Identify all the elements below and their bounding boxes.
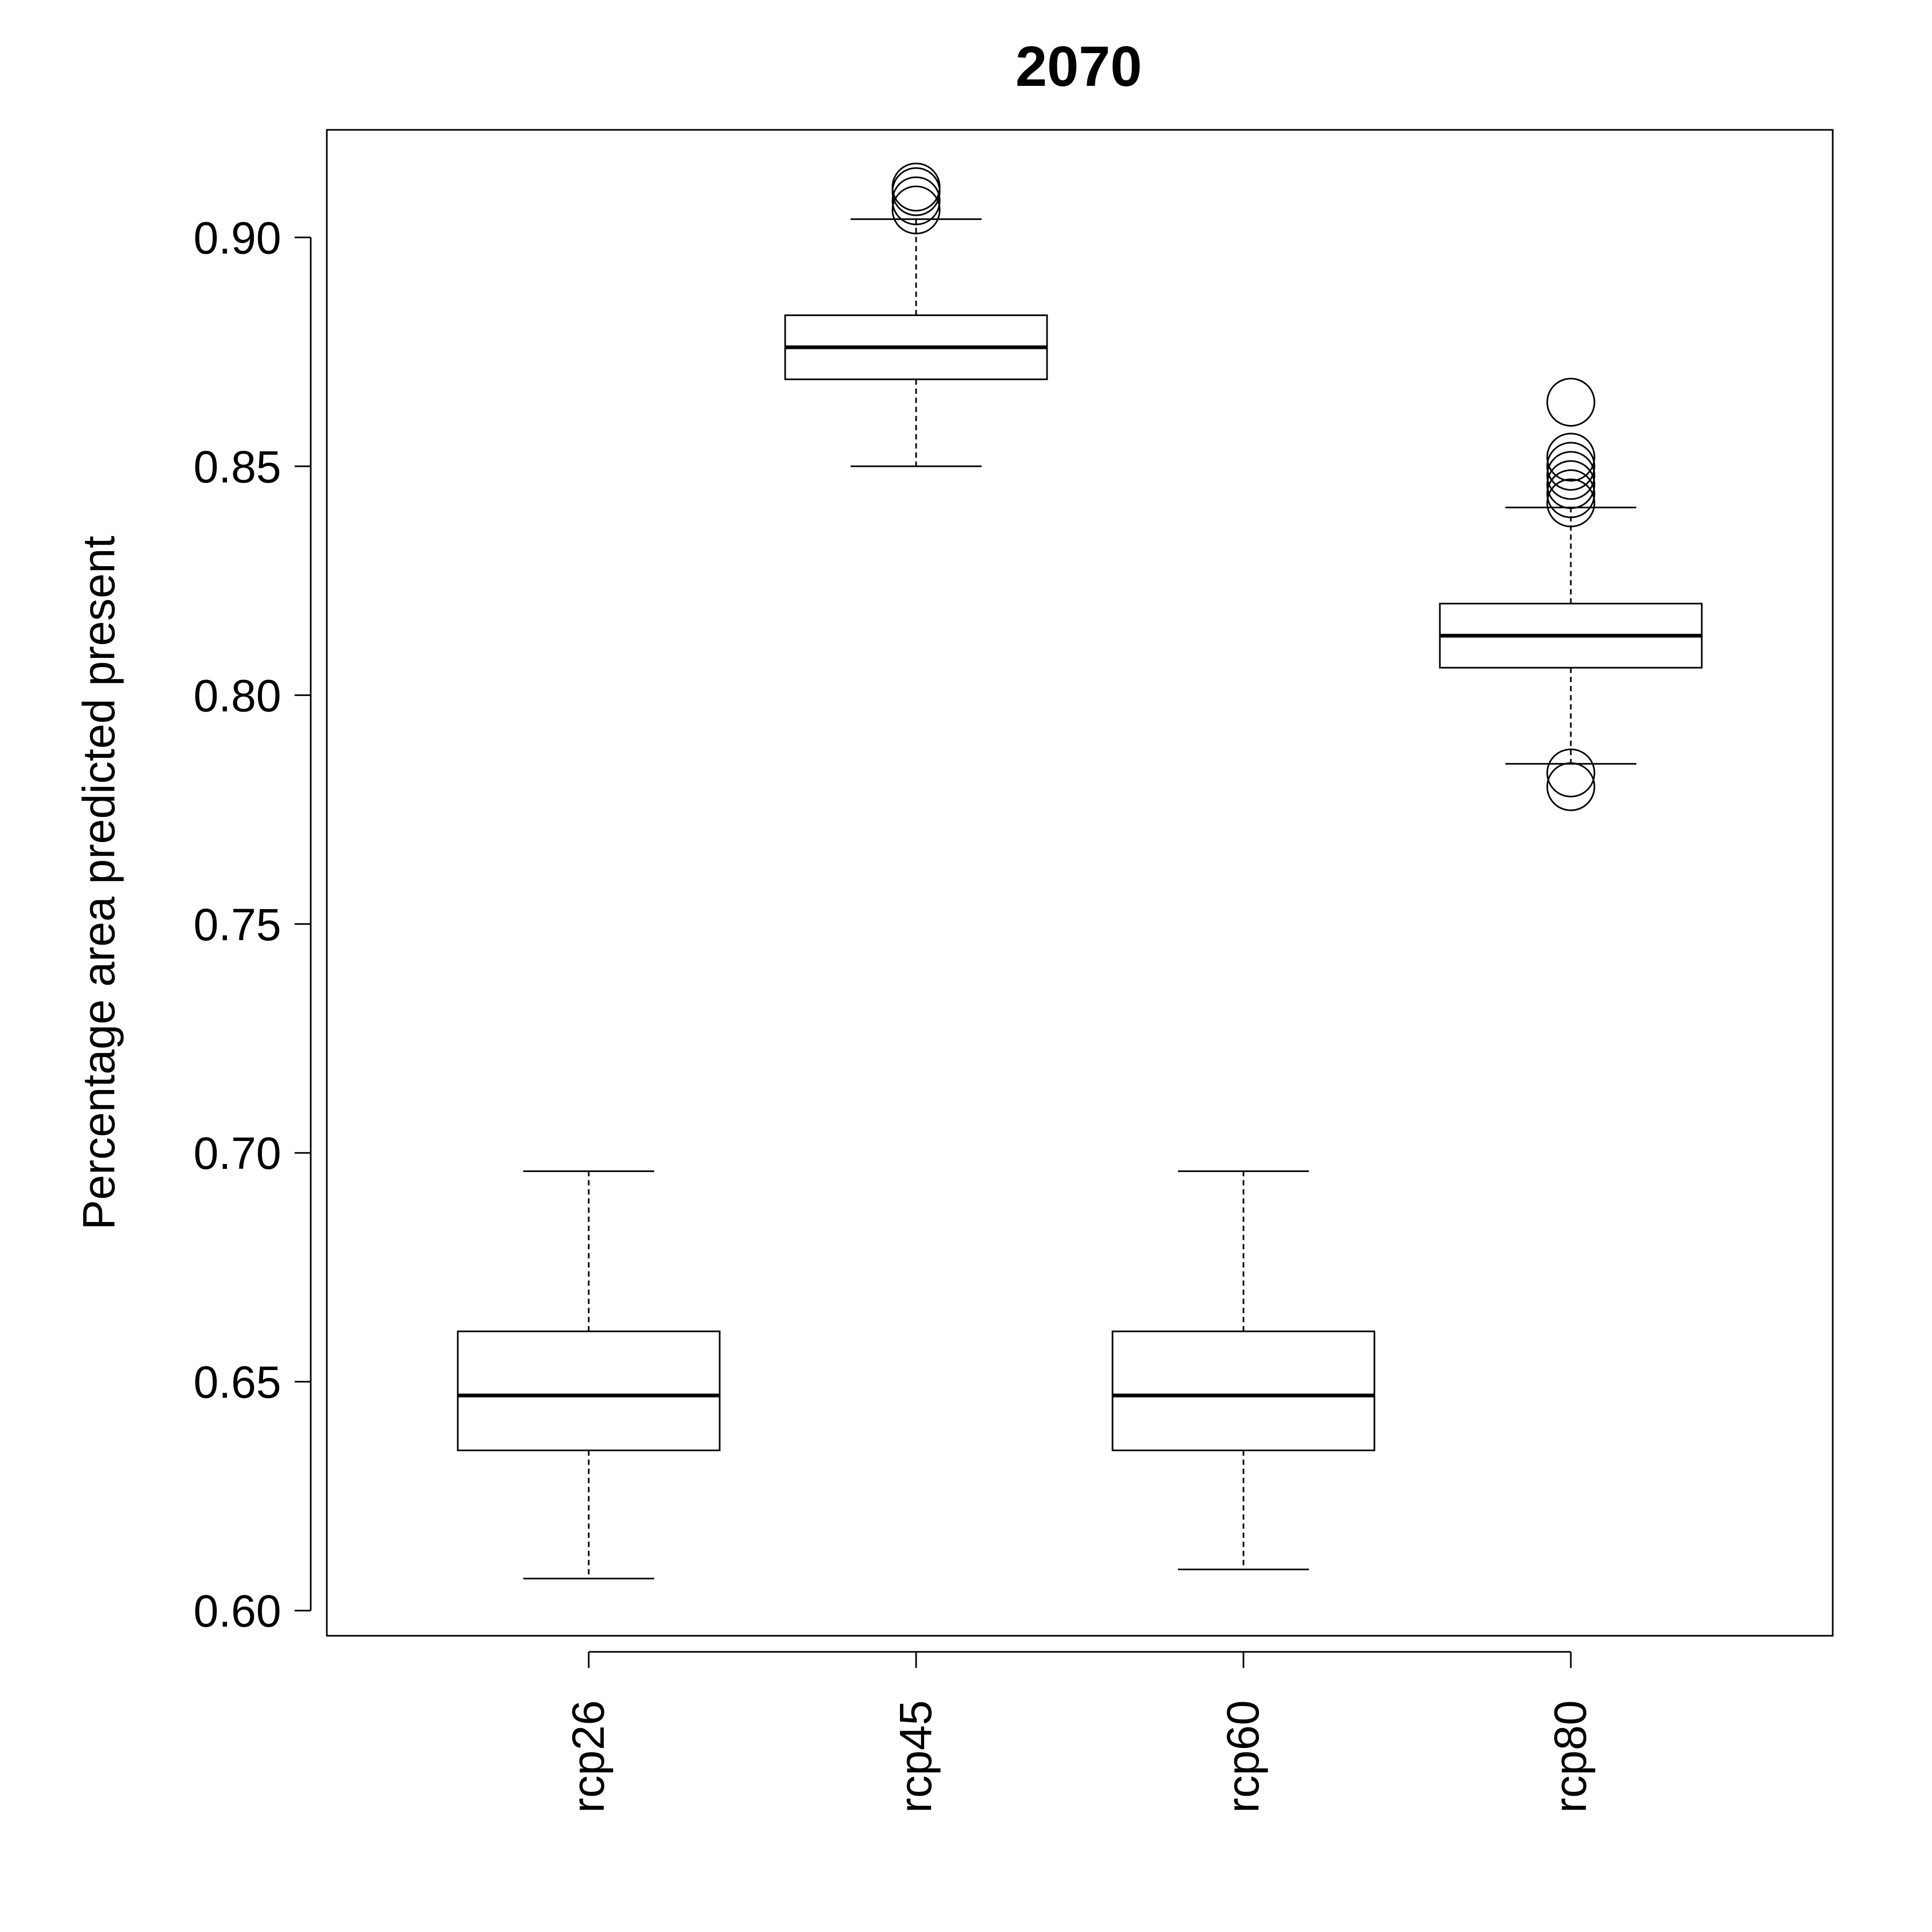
y-axis-label: Percentage area predicted present: [74, 536, 124, 1230]
outlier-point: [1546, 762, 1596, 811]
y-axis: 0.60 0.65 0.70 0.75 0.80 0.85 0.90: [194, 213, 312, 1636]
outlier-point: [1546, 748, 1596, 797]
outlier-point: [1546, 377, 1596, 427]
outlier-point: [1546, 442, 1596, 491]
outlier-point: [1546, 451, 1596, 500]
y-tick-label: 0.85: [194, 442, 282, 492]
outlier-point: [891, 163, 941, 212]
y-tick-label: 0.65: [194, 1357, 282, 1408]
y-tick-label: 0.90: [194, 213, 282, 263]
outlier-point: [891, 185, 941, 235]
box-rcp60: [1111, 1170, 1375, 1570]
x-tick-label: rcp45: [890, 1700, 941, 1813]
boxes: [457, 163, 1703, 1579]
plot-frame: [326, 129, 1834, 1637]
x-tick-label: rcp26: [563, 1700, 613, 1813]
outlier-point: [891, 176, 941, 225]
outlier-point: [1546, 460, 1596, 509]
y-tick-label: 0.80: [194, 670, 282, 721]
outlier-point: [891, 167, 941, 216]
x-axis: rcp26 rcp45 rcp60 rcp80: [563, 1651, 1596, 1813]
y-tick-label: 0.70: [194, 1128, 282, 1179]
x-tick-label: rcp80: [1545, 1700, 1596, 1813]
y-tick-label: 0.60: [194, 1586, 282, 1636]
iqr-box: [457, 1330, 721, 1452]
outlier-point: [1546, 433, 1596, 482]
iqr-box: [1111, 1330, 1375, 1452]
y-tick-label: 0.75: [194, 899, 282, 950]
chart-title: 2070: [1015, 35, 1142, 98]
x-tick-label: rcp60: [1218, 1700, 1268, 1813]
box-rcp45: [784, 163, 1048, 467]
box-rcp26: [457, 1170, 721, 1579]
outlier-point: [1546, 478, 1596, 528]
box-rcp80: [1439, 377, 1703, 811]
outlier-point: [1546, 469, 1596, 518]
